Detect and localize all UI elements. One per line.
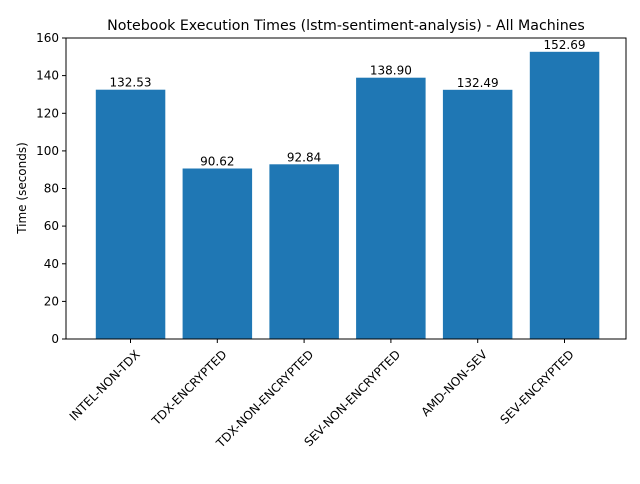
- plot-area-frame: [65, 37, 627, 340]
- x-tick-label: SEV-NON-ENCRYPTED: [301, 347, 403, 449]
- y-tick-label: 0: [51, 332, 59, 346]
- x-tick-label: TDX-NON-ENCRYPTED: [213, 347, 317, 451]
- y-axis-label: Time (seconds): [15, 142, 29, 235]
- y-tick-label: 40: [44, 257, 59, 271]
- y-tick-label: 120: [36, 106, 59, 120]
- y-tick-label: 60: [44, 219, 59, 233]
- y-tick-label: 160: [36, 31, 59, 45]
- chart-title: Notebook Execution Times (lstm-sentiment…: [107, 18, 585, 34]
- y-tick-label: 100: [36, 144, 59, 158]
- bar-amd-non-sev: [442, 89, 513, 339]
- bar-value-label: 138.90: [370, 64, 412, 78]
- bar-intel-non-tdx: [95, 89, 166, 339]
- bar-value-label: 92.84: [287, 150, 321, 164]
- y-tick-label: 80: [44, 182, 59, 196]
- x-tick-label: TDX-ENCRYPTED: [149, 347, 230, 428]
- bar-tdx-non-encrypted: [269, 164, 339, 339]
- bar-value-label: 152.69: [544, 38, 586, 52]
- bar-value-label: 132.53: [110, 76, 152, 90]
- y-tick-label: 140: [36, 69, 59, 83]
- bar-value-labels: 132.53 90.62 92.84 138.90 132.49 152.69: [110, 38, 586, 169]
- x-tick-label: AMD-NON-SEV: [418, 347, 490, 419]
- y-axis-ticks: 0 20 40 60 80 100 120 140 160: [36, 31, 66, 346]
- x-tick-label: SEV-ENCRYPTED: [497, 347, 576, 426]
- x-axis-ticks: INTEL-NON-TDX TDX-ENCRYPTEDTDX-NON-ENCRYP…: [67, 339, 577, 451]
- bar-value-label: 132.49: [457, 76, 499, 90]
- bar-sev-encrypted: [529, 51, 600, 340]
- y-tick-label: 20: [44, 294, 59, 308]
- bar-value-label: 90.62: [200, 155, 234, 169]
- x-tick-label: INTEL-NON-TDX: [67, 347, 143, 423]
- bar-sev-non-encrypted: [356, 77, 426, 339]
- bars-group: [95, 51, 600, 340]
- bar-tdx-encrypted: [182, 168, 253, 339]
